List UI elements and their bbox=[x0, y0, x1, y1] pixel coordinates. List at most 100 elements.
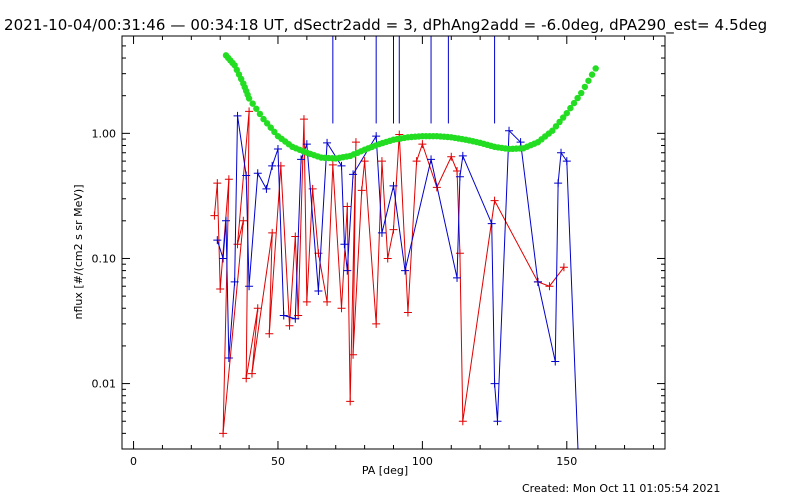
series-2-fill-26-2 bbox=[585, 77, 592, 84]
series-2-fill-9-3 bbox=[343, 153, 350, 160]
series-0-point-5 bbox=[239, 216, 248, 225]
series-1-point-20 bbox=[343, 266, 352, 275]
x-tick-label: 50 bbox=[271, 455, 285, 468]
series-1-point-2 bbox=[221, 216, 230, 225]
series-0-point-24 bbox=[343, 202, 352, 211]
series-2-fill-3-2 bbox=[253, 105, 260, 112]
series-2-fill-25-2 bbox=[570, 99, 578, 107]
series-2-point-25 bbox=[563, 109, 570, 117]
axes-layer: 0 50 100 150 0.01 0.10 1.00 bbox=[92, 35, 666, 468]
series-1-point-19 bbox=[340, 240, 349, 249]
series-1-point-37 bbox=[554, 179, 563, 188]
series-0-point-35 bbox=[403, 308, 412, 317]
series-1-point-1 bbox=[219, 254, 228, 263]
series-0-point-39 bbox=[447, 152, 456, 161]
series-0-point-10 bbox=[247, 369, 256, 378]
series-1-point-32 bbox=[493, 417, 502, 426]
series-2-fill-22-3 bbox=[531, 140, 538, 147]
series-0-point-23 bbox=[337, 304, 346, 313]
series-0-point-2 bbox=[216, 285, 225, 294]
series-1-point-6 bbox=[242, 171, 251, 180]
series-1-point-3 bbox=[224, 354, 233, 363]
x-tick-label: 0 bbox=[130, 455, 137, 468]
series-1-point-16 bbox=[314, 286, 323, 295]
series-1-point-17 bbox=[323, 138, 332, 147]
series-1-point-0 bbox=[213, 236, 222, 245]
series-2-fill-15-3 bbox=[430, 132, 437, 140]
series-2-fill-6-3 bbox=[300, 148, 307, 155]
series-1-point-5 bbox=[233, 111, 242, 120]
series-2-point-4 bbox=[260, 115, 267, 123]
series-1-point-34 bbox=[516, 138, 525, 147]
y-tick-label: 0.10 bbox=[92, 252, 117, 265]
series-0-point-12 bbox=[265, 329, 274, 338]
series-1-point-31 bbox=[490, 379, 499, 388]
series-0-point-14 bbox=[285, 321, 294, 330]
created-timestamp: Created: Mon Oct 11 01:05:54 2021 bbox=[522, 482, 721, 495]
series-1-point-33 bbox=[505, 126, 514, 135]
series-1-point-21 bbox=[349, 170, 358, 179]
series-1-point-35 bbox=[533, 277, 542, 286]
series-0-point-22 bbox=[328, 160, 337, 169]
y-axis-label: nflux [#/(cm2 s sr MeV)] bbox=[72, 185, 85, 320]
series-2-fill-7-3 bbox=[314, 153, 321, 160]
series-2-fill-24-1 bbox=[552, 123, 560, 130]
series-2-fill-0-3 bbox=[229, 59, 236, 67]
series-3 bbox=[332, 36, 496, 124]
series-1-point-11 bbox=[273, 144, 282, 153]
series-2-fill-4-2 bbox=[267, 124, 274, 131]
series-2-fill-3-1 bbox=[249, 100, 256, 107]
series-1-point-24 bbox=[389, 181, 398, 190]
series-2-fill-11-3 bbox=[372, 142, 379, 149]
series-0-line bbox=[213, 111, 565, 434]
series-1-point-36 bbox=[551, 357, 560, 366]
series-0-point-43 bbox=[490, 196, 499, 205]
x-tick-label: 100 bbox=[412, 455, 433, 468]
series-1-point-26 bbox=[427, 155, 436, 164]
series-2-fill-17-3 bbox=[458, 135, 466, 143]
series-0-point-27 bbox=[349, 350, 358, 359]
series-1-point-14 bbox=[297, 155, 306, 164]
series-0-point-45 bbox=[545, 282, 554, 291]
series-0-point-29 bbox=[360, 157, 369, 166]
series-2-fill-5-3 bbox=[285, 140, 292, 148]
series-2-fill-14-3 bbox=[415, 133, 422, 140]
y-tick-label: 0.01 bbox=[92, 378, 117, 391]
series-0-point-28 bbox=[357, 186, 366, 195]
series-0-point-18 bbox=[302, 297, 311, 306]
series-2-fill-19-3 bbox=[487, 142, 495, 150]
y-tick-label: 1.00 bbox=[92, 127, 117, 140]
series-0 bbox=[210, 107, 568, 438]
series-0-point-1 bbox=[213, 179, 222, 188]
series-1-point-4 bbox=[230, 277, 239, 286]
series-1-point-27 bbox=[453, 273, 462, 282]
series-1-point-29 bbox=[458, 151, 467, 160]
series-2-fill-16-3 bbox=[444, 133, 451, 141]
series-0-point-46 bbox=[559, 263, 568, 272]
series-2-fill-1-3 bbox=[237, 75, 245, 83]
series-2-fill-24-3 bbox=[559, 114, 567, 121]
series-0-point-8 bbox=[242, 374, 251, 383]
series-layer bbox=[210, 36, 599, 449]
series-0-point-40 bbox=[453, 167, 462, 176]
series-0-point-9 bbox=[253, 304, 262, 313]
series-0-point-26 bbox=[351, 138, 360, 147]
series-2-fill-25-1 bbox=[567, 104, 574, 112]
series-2-fill-21-3 bbox=[516, 145, 524, 152]
series-2-fill-10-3 bbox=[357, 148, 365, 155]
series-1-line bbox=[216, 115, 579, 449]
series-1-point-23 bbox=[377, 228, 386, 237]
series-0-point-11 bbox=[268, 228, 277, 237]
series-1-point-13 bbox=[291, 314, 300, 323]
series-1-point-25 bbox=[401, 266, 410, 275]
series-2 bbox=[222, 52, 599, 162]
series-0-point-31 bbox=[377, 157, 386, 166]
series-1-point-15 bbox=[302, 140, 311, 149]
series-1-point-18 bbox=[337, 161, 346, 170]
series-2-fill-13-3 bbox=[401, 134, 408, 142]
series-1-point-8 bbox=[253, 169, 262, 178]
series-0-point-3 bbox=[224, 175, 233, 184]
series-0-point-7 bbox=[245, 107, 254, 116]
series-0-point-42 bbox=[458, 417, 467, 426]
